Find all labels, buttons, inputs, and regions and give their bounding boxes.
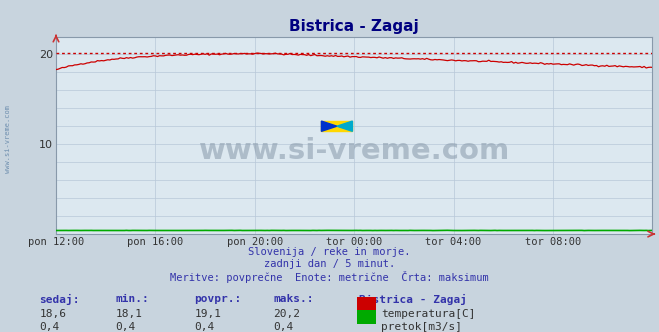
Text: 20,2: 20,2 [273,309,301,319]
Text: 0,4: 0,4 [273,322,294,332]
Text: 18,6: 18,6 [40,309,67,319]
Text: min.:: min.: [115,294,149,304]
Text: Bistrica - Zagaj: Bistrica - Zagaj [359,294,467,305]
Text: Slovenija / reke in morje.: Slovenija / reke in morje. [248,247,411,257]
Text: temperatura[C]: temperatura[C] [381,309,475,319]
Text: 19,1: 19,1 [194,309,221,319]
Polygon shape [337,121,353,131]
Title: Bistrica - Zagaj: Bistrica - Zagaj [289,19,419,34]
Text: www.si-vreme.com: www.si-vreme.com [198,137,510,165]
Text: 0,4: 0,4 [115,322,136,332]
Text: 18,1: 18,1 [115,309,142,319]
Text: zadnji dan / 5 minut.: zadnji dan / 5 minut. [264,259,395,269]
Text: 0,4: 0,4 [40,322,60,332]
Polygon shape [322,121,353,131]
Text: Meritve: povprečne  Enote: metrične  Črta: maksimum: Meritve: povprečne Enote: metrične Črta:… [170,271,489,283]
Text: www.si-vreme.com: www.si-vreme.com [5,106,11,173]
Text: sedaj:: sedaj: [40,294,80,305]
Text: 0,4: 0,4 [194,322,215,332]
Text: povpr.:: povpr.: [194,294,242,304]
Polygon shape [322,121,337,131]
Text: pretok[m3/s]: pretok[m3/s] [381,322,462,332]
Text: maks.:: maks.: [273,294,314,304]
